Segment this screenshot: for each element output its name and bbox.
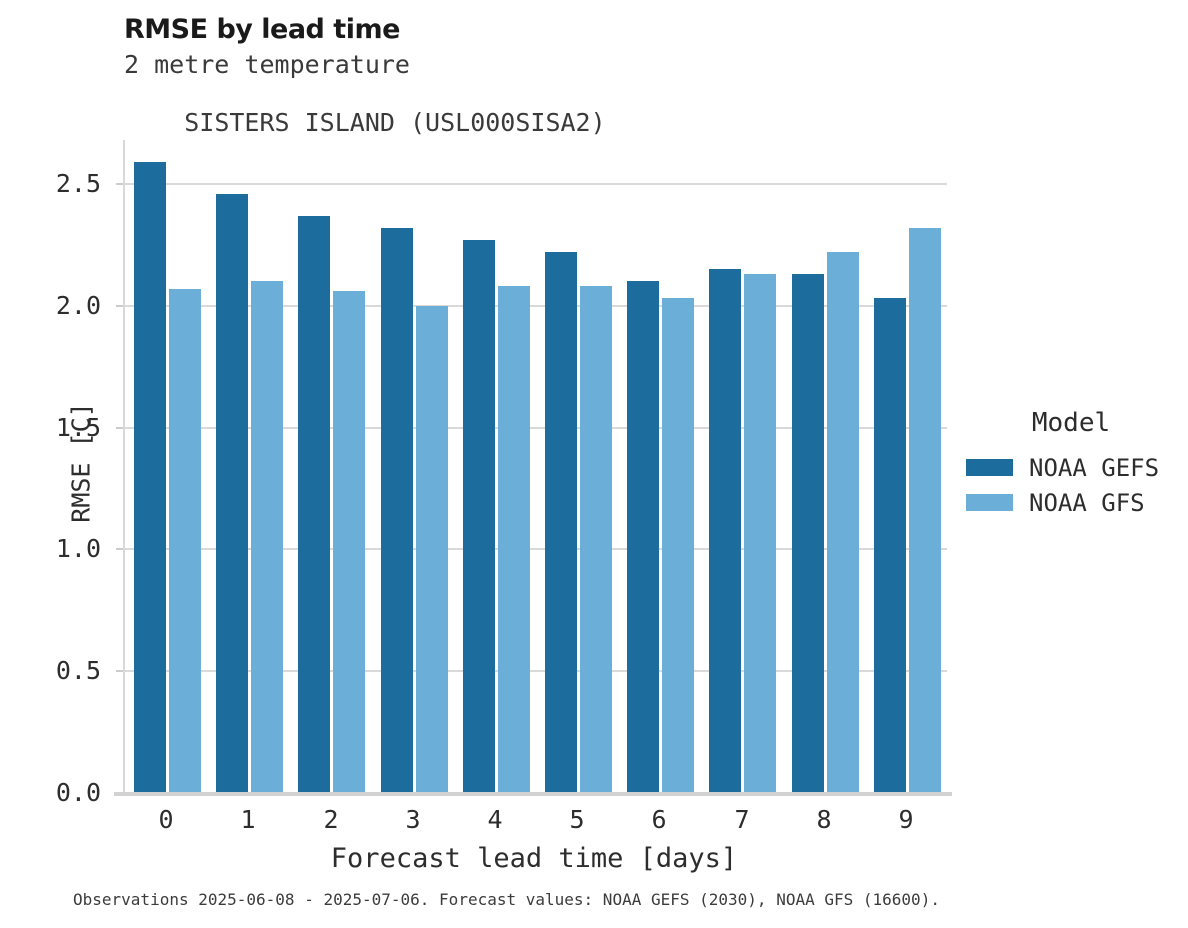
bar-noaa-gefs-day4 bbox=[463, 240, 495, 793]
x-tick-label-3: 3 bbox=[405, 805, 421, 834]
y-tick-mark-0.5 bbox=[116, 670, 123, 672]
legend-entry-noaa-gefs: NOAA GEFS bbox=[966, 450, 1176, 485]
legend-entry-noaa-gfs: NOAA GFS bbox=[966, 485, 1176, 520]
x-tick-label-2: 2 bbox=[323, 805, 339, 834]
bar-noaa-gefs-day1 bbox=[216, 194, 248, 793]
bar-noaa-gefs-day5 bbox=[545, 252, 577, 793]
bar-noaa-gfs-day0 bbox=[169, 289, 201, 793]
bar-noaa-gfs-day7 bbox=[744, 274, 776, 793]
chart-title: RMSE by lead time bbox=[124, 14, 400, 45]
bar-noaa-gfs-day4 bbox=[498, 286, 530, 793]
y-tick-mark-2.5 bbox=[116, 183, 123, 185]
x-tick-label-4: 4 bbox=[487, 805, 503, 834]
gridline-y-1.0 bbox=[125, 548, 947, 550]
chart-subtitle: 2 metre temperature SISTERS ISLAND (USL0… bbox=[124, 50, 606, 137]
y-tick-mark-2.0 bbox=[116, 305, 123, 307]
y-tick-label-0.5: 0.5 bbox=[55, 656, 101, 685]
x-tick-label-8: 8 bbox=[816, 805, 832, 834]
y-tick-label-2.5: 2.5 bbox=[55, 169, 101, 198]
bar-noaa-gefs-day7 bbox=[709, 269, 741, 793]
bar-noaa-gefs-day0 bbox=[134, 162, 166, 793]
bar-noaa-gfs-day2 bbox=[333, 291, 365, 793]
legend-title: Model bbox=[1031, 408, 1111, 438]
bar-noaa-gefs-day3 bbox=[381, 228, 413, 793]
gridline-y-2.0 bbox=[125, 305, 947, 307]
bar-noaa-gefs-day2 bbox=[298, 216, 330, 793]
bar-noaa-gfs-day8 bbox=[827, 252, 859, 793]
y-tick-mark-1.0 bbox=[116, 548, 123, 550]
chart-subtitle-line2: SISTERS ISLAND (USL000SISA2) bbox=[184, 108, 606, 137]
gridline-y-2.5 bbox=[125, 183, 947, 185]
legend-entries: NOAA GEFS NOAA GFS bbox=[966, 450, 1176, 520]
y-tick-label-2.0: 2.0 bbox=[55, 291, 101, 320]
legend-swatch-icon bbox=[966, 459, 1013, 476]
gridline-y-1.5 bbox=[125, 427, 947, 429]
x-tick-label-6: 6 bbox=[651, 805, 667, 834]
y-tick-label-1.5: 1.5 bbox=[55, 413, 101, 442]
chart-subtitle-line1: 2 metre temperature bbox=[124, 50, 410, 79]
legend: Model NOAA GEFS NOAA GFS bbox=[966, 408, 1176, 520]
x-tick-label-1: 1 bbox=[240, 805, 256, 834]
caption: Observations 2025-06-08 - 2025-07-06. Fo… bbox=[73, 890, 940, 909]
legend-swatch-icon bbox=[966, 494, 1013, 511]
x-tick-label-7: 7 bbox=[734, 805, 750, 834]
x-tick-label-9: 9 bbox=[898, 805, 914, 834]
x-tick-label-5: 5 bbox=[569, 805, 585, 834]
y-tick-label-1.0: 1.0 bbox=[55, 534, 101, 563]
legend-label: NOAA GEFS bbox=[1029, 453, 1160, 482]
bar-noaa-gefs-day8 bbox=[792, 274, 824, 793]
bar-noaa-gefs-day6 bbox=[627, 281, 659, 793]
legend-label: NOAA GFS bbox=[1029, 488, 1145, 517]
bar-noaa-gfs-day9 bbox=[909, 228, 941, 793]
gridline-y-0.5 bbox=[125, 670, 947, 672]
y-tick-label-0.0: 0.0 bbox=[55, 778, 101, 807]
x-tick-label-0: 0 bbox=[158, 805, 174, 834]
bar-noaa-gfs-day3 bbox=[416, 306, 448, 793]
x-axis-title: Forecast lead time [days] bbox=[330, 843, 738, 874]
bar-noaa-gfs-day1 bbox=[251, 281, 283, 793]
bar-noaa-gfs-day6 bbox=[662, 298, 694, 793]
bar-noaa-gfs-day5 bbox=[580, 286, 612, 793]
plot-panel: 0.0 0.5 1.0 1.5 2.0 2.5 0 1 2 3 4 5 6 7 8 9 bbox=[56, 140, 947, 834]
bar-noaa-gefs-day9 bbox=[874, 298, 906, 793]
y-tick-mark-1.5 bbox=[116, 427, 123, 429]
x-axis-line bbox=[114, 792, 952, 796]
